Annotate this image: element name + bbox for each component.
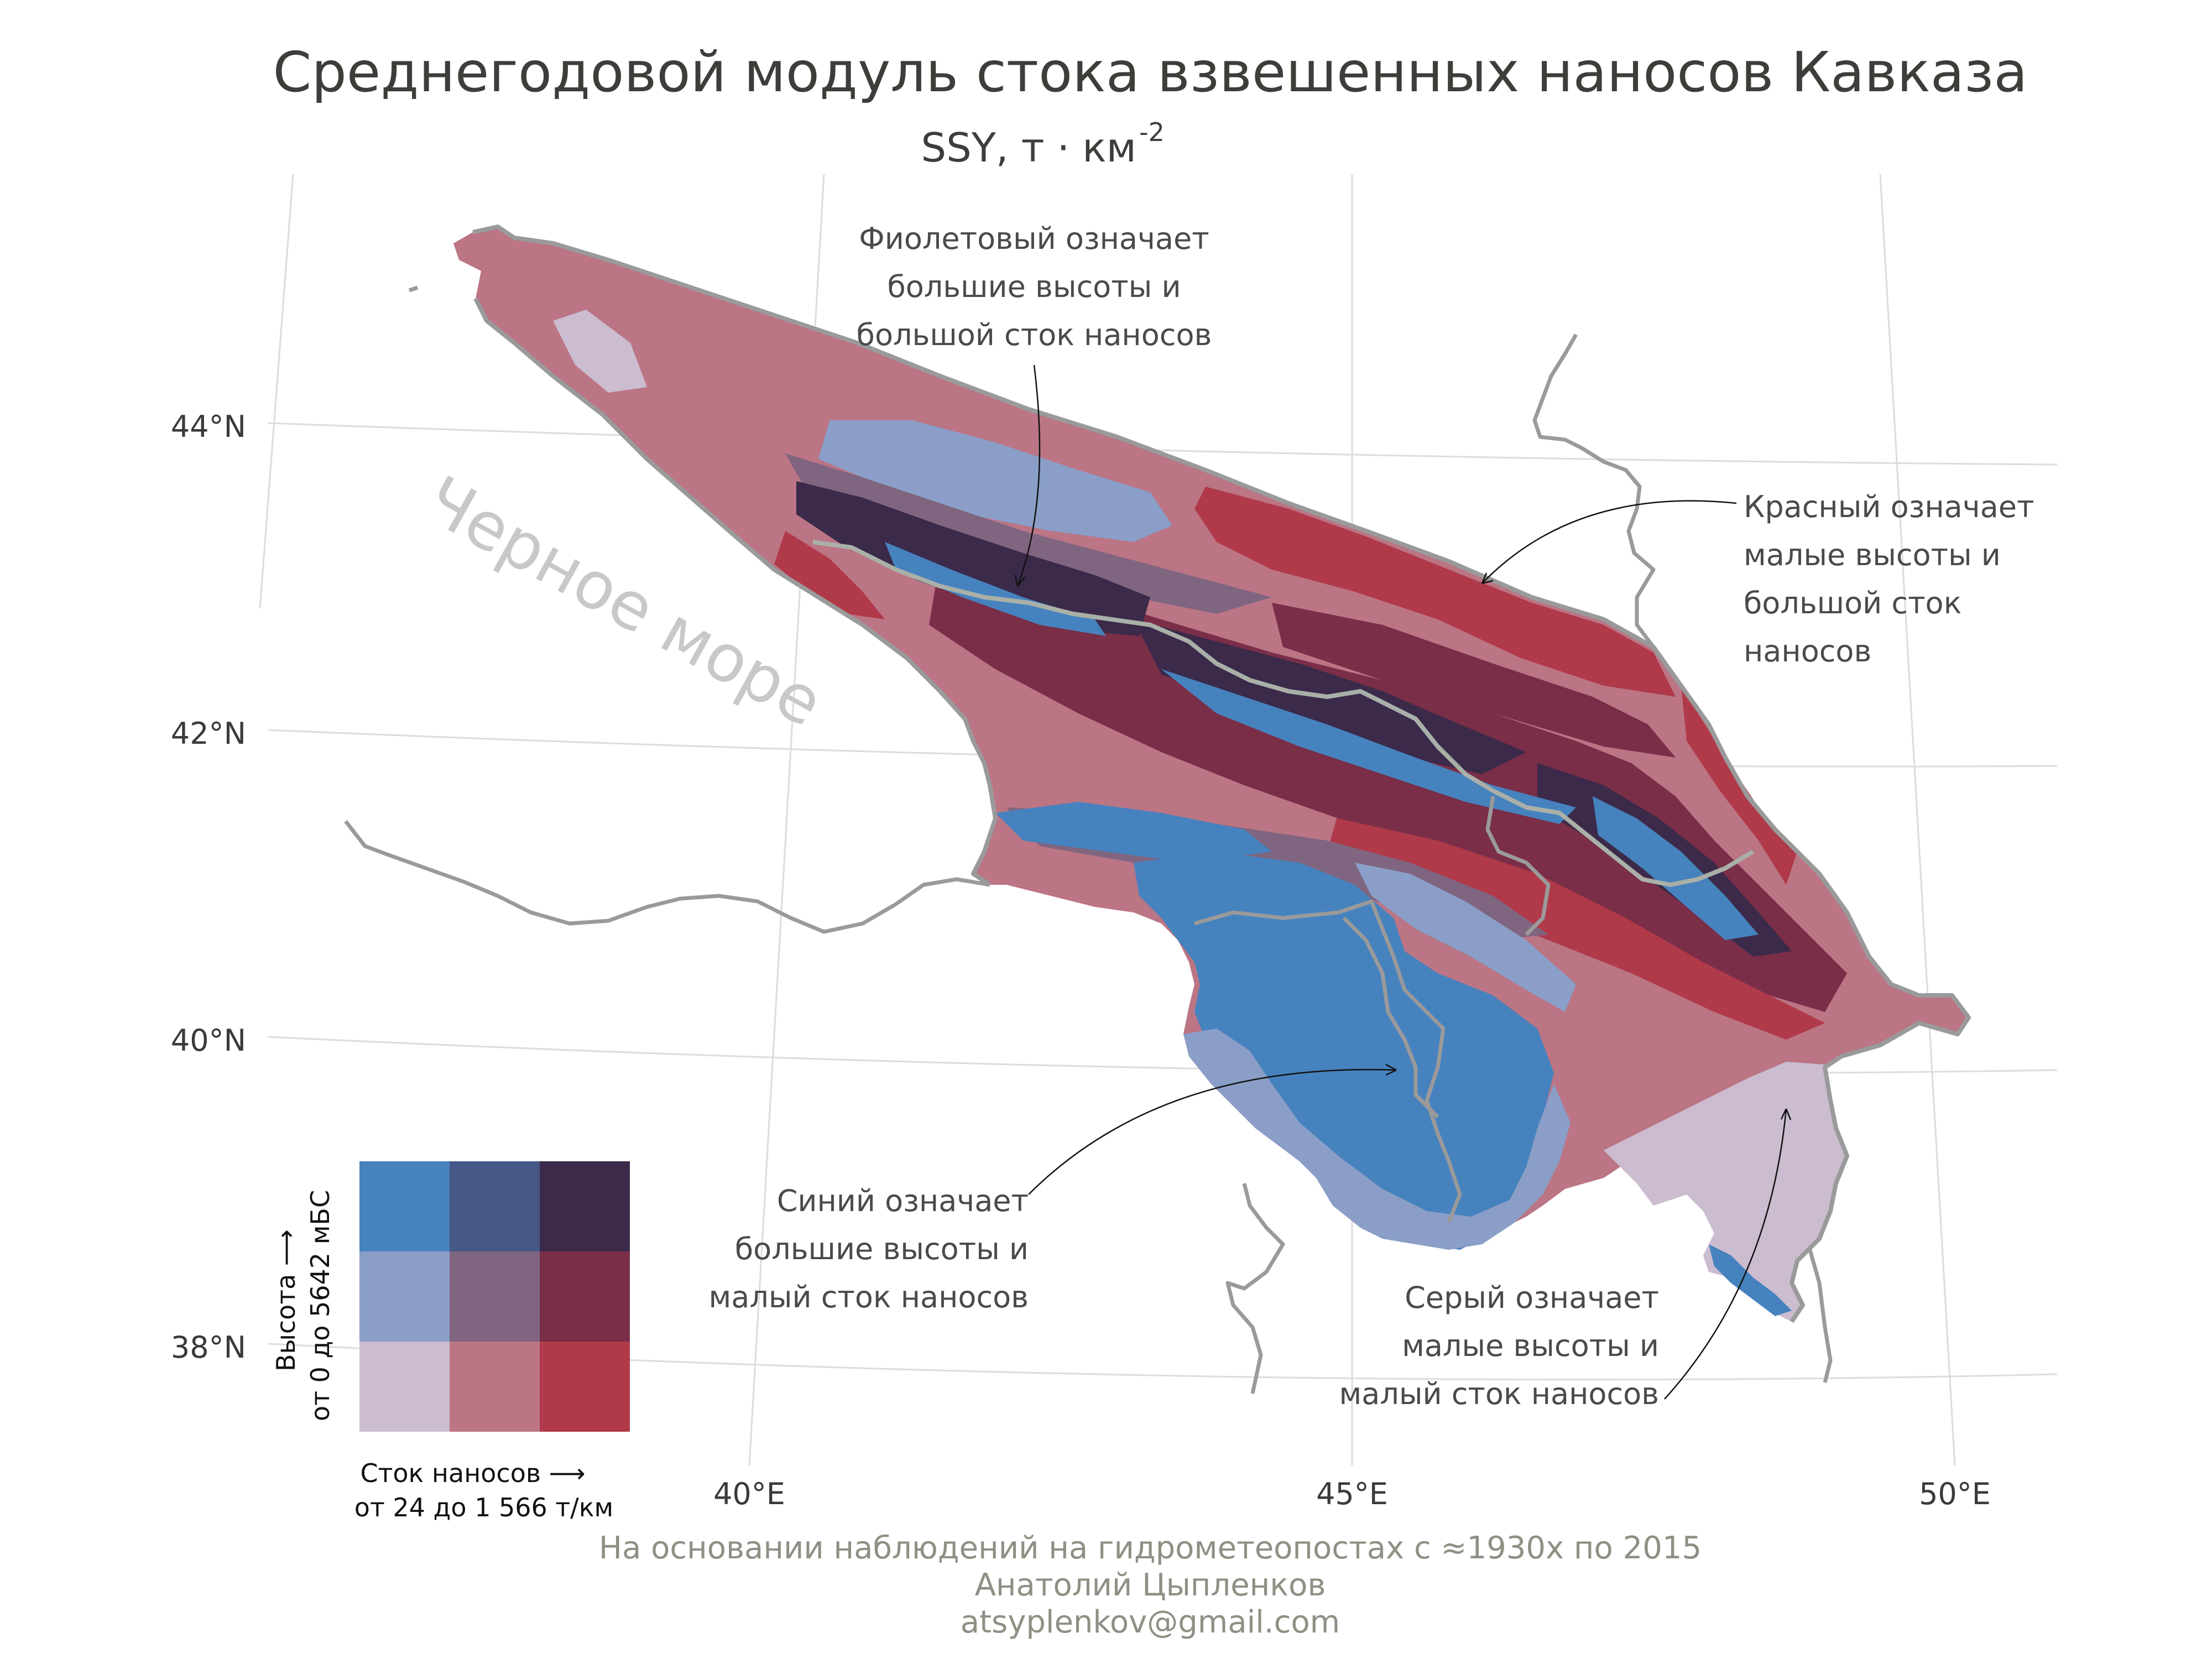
border-turkey-coast: [344, 820, 990, 934]
basin-boundary: [472, 225, 1971, 1323]
caption-author: Анатолий Цыпленков: [975, 1567, 1326, 1603]
lat-label-38: 38°N: [171, 1330, 246, 1365]
border-iran-left: [1225, 1183, 1285, 1394]
legend-y-label-2: от 0 до 5642 мБС: [305, 1190, 335, 1421]
zone-dark-ridge-west: [796, 481, 1150, 636]
graticule-lat-44: [268, 422, 2058, 466]
map-subtitle-exponent: -2: [1139, 117, 1165, 147]
zone-blue-lesser-caucasus-w: [995, 802, 1272, 863]
annotation-blue-line-2: большие высоты и: [735, 1232, 1029, 1266]
zone-blue-ridge-east: [1593, 796, 1759, 940]
legend-cell-r2-c2: [540, 1342, 630, 1432]
map-title: Среднегодовой модуль стока взвешенных на…: [273, 40, 2028, 105]
annotation-purple-line-2: большие высоты и: [887, 269, 1181, 304]
annotation-red-line-2: малые высоты и: [1744, 538, 2001, 572]
zone-grey-lowland-se: [1604, 1062, 1847, 1322]
annotation-grey-line-3: малый сток наносов: [1339, 1376, 1660, 1411]
latitude-labels: 44°N 42°N 40°N 38°N: [171, 409, 246, 1365]
annotation-purple-arrow: [1016, 364, 1041, 587]
zone-blue-talysh: [1709, 1244, 1792, 1316]
country-border-georgia-russia: [812, 540, 1755, 887]
annotation-purple-line-3: большой сток наносов: [857, 317, 1212, 352]
zone-wine-north-band: [1272, 603, 1676, 758]
caption: На основании наблюдений на гидрометеопос…: [599, 1530, 1702, 1640]
lat-label-44: 44°N: [171, 409, 246, 444]
legend-cell-r2-c1: [450, 1342, 540, 1432]
annotation-blue-line-1: Синий означает: [777, 1183, 1029, 1218]
border-russia-north: [1532, 333, 1656, 649]
zone-mauve-north: [785, 453, 1272, 614]
legend-y-label-1: Высота ⟶: [271, 1229, 301, 1371]
annotation-grey-line-2: малые высоты и: [1402, 1328, 1659, 1363]
longitude-labels: 40°E 45°E 50°E: [713, 1477, 1991, 1511]
zone-red-south-valley: [1327, 813, 1825, 1040]
zone-wine-main: [929, 559, 1847, 1012]
lon-label-40: 40°E: [713, 1477, 785, 1511]
annotation-grey-arrow: [1664, 1108, 1787, 1400]
annotation-red-arrowhead: [1481, 572, 1494, 585]
border-west-island: [408, 285, 419, 293]
annotation-blue-line-3: малый сток наносов: [709, 1280, 1029, 1314]
annotation-grey-arrowhead: [1780, 1108, 1792, 1120]
legend-cell-r2-c0: [359, 1342, 450, 1432]
zone-blue-ridge-central: [1161, 669, 1576, 824]
basin-boundary-sw: [473, 298, 998, 887]
annotation-blue-arrow: [1028, 1068, 1397, 1195]
annotation-blue-arrowhead: [1385, 1063, 1397, 1076]
legend-cell-r1-c2: [540, 1251, 630, 1342]
lon-label-45: 45°E: [1316, 1477, 1388, 1511]
annotation-grey-line-1: Серый означает: [1405, 1280, 1659, 1315]
country-borders: [344, 285, 1833, 1394]
annotation-blue: Синий означает большие высоты и малый ст…: [709, 1063, 1397, 1314]
zone-blue-ridge-west: [885, 542, 1106, 636]
legend-x-label-1: Сток наносов ⟶: [360, 1458, 585, 1488]
basin-zones: [453, 227, 1969, 1322]
caption-email: atsyplenkov@gmail.com: [961, 1604, 1340, 1640]
caption-source: На основании наблюдений на гидрометеопос…: [599, 1530, 1702, 1566]
annotation-purple: Фиолетовый означает большие высоты и бол…: [857, 221, 1212, 587]
lat-label-40: 40°N: [171, 1023, 246, 1058]
annotation-grey: Серый означает малые высоты и малый сток…: [1339, 1108, 1792, 1411]
annotation-purple-arrowhead: [1014, 575, 1025, 587]
country-border-azerbaijan: [1485, 796, 1551, 936]
legend-cell-r0-c0: [359, 1161, 450, 1251]
zone-light-blue-kura: [1355, 863, 1576, 1012]
annotation-red-line-3: большой сток: [1744, 586, 1961, 620]
legend-cell-r1-c0: [359, 1251, 450, 1342]
annotation-red-line-1: Красный означает: [1744, 489, 2034, 524]
graticule-lon-35: [259, 174, 294, 609]
legend-x-label-2: от 24 до 1 566 т/км: [354, 1493, 613, 1522]
zone-grey-nw: [553, 310, 647, 393]
bivariate-legend: Высота ⟶ от 0 до 5642 мБС Сток наносов ⟶…: [271, 1161, 630, 1522]
annotation-red-line-4: наносов: [1744, 634, 1871, 669]
annotation-red-arrow: [1481, 500, 1737, 584]
basin-outline: [472, 225, 1971, 1323]
country-border-turkey-armenia: [1342, 916, 1439, 1119]
legend-cell-r1-c1: [450, 1251, 540, 1342]
zone-light-blue-north: [818, 420, 1172, 542]
zone-red-colchis: [774, 531, 885, 619]
border-iran-right: [1806, 1244, 1833, 1383]
annotation-purple-line-1: Фиолетовый означает: [859, 221, 1209, 256]
zone-light-blue-armenian-rim: [1183, 1029, 1571, 1250]
country-border-armenia: [1194, 899, 1462, 1223]
lat-label-42: 42°N: [171, 716, 246, 751]
map-subtitle: SSY, т · км: [921, 124, 1136, 171]
legend-cell-r0-c2: [540, 1161, 630, 1251]
zone-blue-armenian-highland: [1134, 852, 1554, 1250]
graticule-lon-50: [1879, 174, 1956, 1466]
zone-red-north: [1194, 487, 1676, 697]
legend-cell-r0-c1: [450, 1161, 540, 1251]
lon-label-50: 50°E: [1919, 1477, 1991, 1511]
legend-grid: [359, 1161, 630, 1432]
annotation-red: Красный означает малые высоты и большой …: [1481, 489, 2034, 669]
